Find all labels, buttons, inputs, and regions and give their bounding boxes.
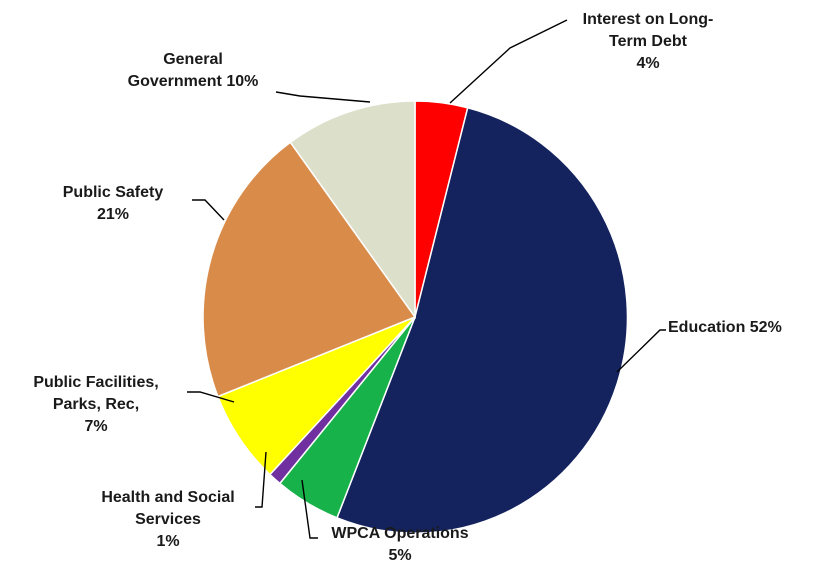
label-public-safety: Public Safety 21% [63,184,164,223]
leader-line-public-facilities-parks-rec [187,391,235,403]
label-wpca-operations: WPCA Operations 5% [331,525,468,564]
label-line: 7% [84,418,107,435]
slice-labels: Interest on Long- Term Debt 4% Education 52… [33,11,782,564]
leader-line-wpca-operations [301,479,318,539]
label-interest-on-long-term-debt: Interest on Long- Term Debt 4% [583,11,714,72]
label-line: Services [135,511,201,528]
label-health-and-social-services: Health and Social Services 1% [101,489,234,550]
label-line: Health and Social [101,489,234,506]
label-line: Parks, Rec, [53,396,139,413]
label-line: Interest on Long- [583,11,714,28]
slice-general-government [289,100,416,320]
leader-line-interest-on-long-term-debt [449,19,568,104]
label-line: Term Debt [609,33,688,50]
label-line: 21% [97,206,129,223]
slice-education [336,106,629,534]
pie-slices [202,100,629,534]
label-line: WPCA Operations [331,525,468,542]
slice-public-safety [202,141,417,398]
label-general-government: General Government 10% [128,51,259,90]
label-line: General [163,51,223,68]
label-line: 5% [388,547,411,564]
label-line: Public Safety [63,184,164,201]
leader-line-education [616,329,666,373]
label-public-facilities-parks-rec: Public Facilities, Parks, Rec, 7% [33,374,158,435]
label-line: Government 10% [128,73,259,90]
label-line: 4% [636,55,659,72]
label-line: Education 52% [668,319,782,336]
label-line: Public Facilities, [33,374,158,391]
label-education: Education 52% [668,319,782,336]
leader-lines [187,19,666,539]
label-line: 1% [156,533,179,550]
leader-line-health-and-social-services [255,451,267,508]
leader-line-general-government [275,91,371,103]
leader-line-public-safety [192,199,225,221]
